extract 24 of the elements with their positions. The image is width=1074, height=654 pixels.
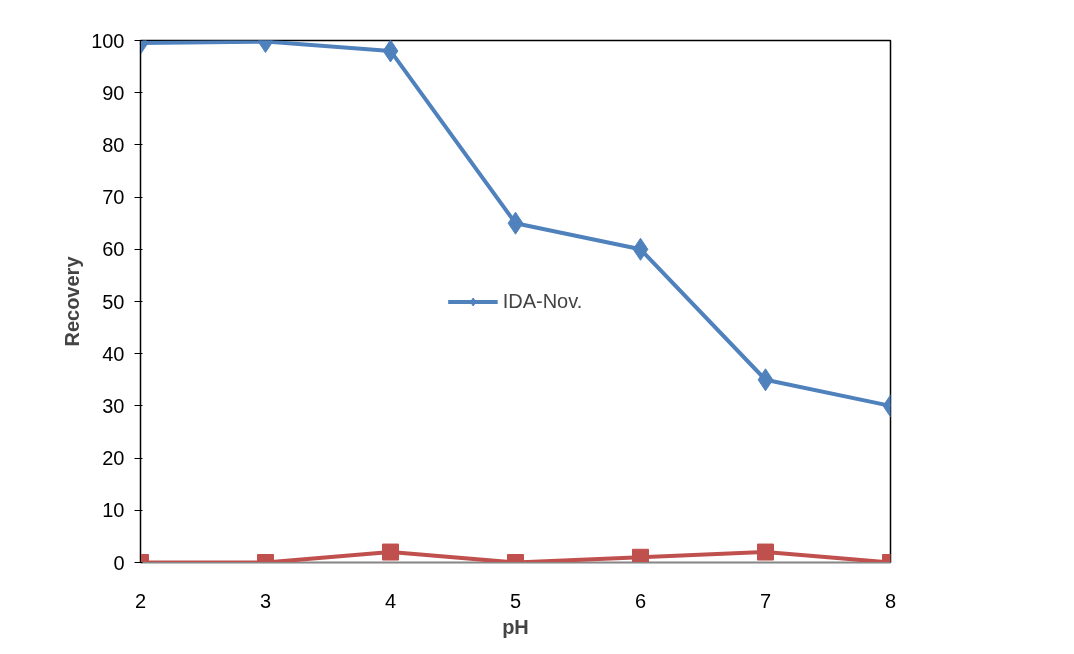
y-tick-label: 90 xyxy=(102,81,125,104)
legend-label: IDA-Nov. xyxy=(502,289,583,313)
y-tick-label: 50 xyxy=(102,290,125,313)
y-tick-label: 60 xyxy=(102,238,125,261)
point xyxy=(632,237,649,261)
y-tick-label: 70 xyxy=(102,186,125,209)
point xyxy=(507,211,524,235)
y-axis-title: Recovery xyxy=(61,255,84,347)
y-tick-label: 0 xyxy=(113,551,125,574)
x-tick-label: 2 xyxy=(134,589,147,612)
point xyxy=(632,548,649,563)
x-tick-label: 7 xyxy=(759,589,772,612)
y-tick-label: 80 xyxy=(102,133,125,156)
x-tick-label: 5 xyxy=(509,589,522,612)
y-tick-label: 100 xyxy=(91,29,125,52)
y-tick-label: 10 xyxy=(102,499,125,522)
y-tick-label: 40 xyxy=(102,342,125,365)
x-tick-label: 3 xyxy=(259,589,272,612)
x-tick-label: 6 xyxy=(634,589,647,612)
y-tick-label: 30 xyxy=(102,394,125,417)
x-tick-label: 8 xyxy=(884,589,897,612)
x-tick-label: 4 xyxy=(384,589,397,612)
x-axis-title: pH xyxy=(502,615,529,638)
y-tick-label: 20 xyxy=(102,447,125,470)
